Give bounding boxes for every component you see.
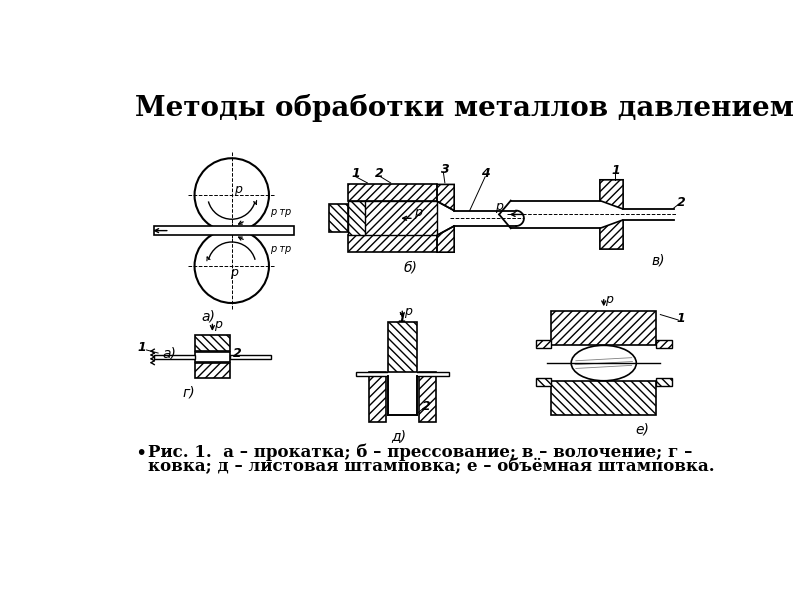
Bar [230, 355, 270, 359]
Bar [657, 379, 672, 386]
Text: 1: 1 [138, 341, 146, 354]
Text: 3: 3 [442, 163, 450, 176]
Text: а): а) [163, 346, 177, 360]
Bar [551, 311, 657, 346]
Circle shape [194, 229, 269, 303]
Text: ковка; д – листовая штамповка; е – объёмная штамповка.: ковка; д – листовая штамповка; е – объём… [148, 458, 714, 476]
Text: е): е) [635, 422, 650, 436]
Bar [657, 340, 672, 347]
Text: р: р [214, 318, 222, 331]
Bar [154, 226, 294, 235]
Text: р тр: р тр [270, 207, 292, 217]
Bar [348, 202, 365, 235]
Text: 1: 1 [611, 164, 620, 177]
Bar [356, 372, 449, 376]
Bar [535, 340, 551, 347]
Bar [387, 322, 417, 372]
Text: а): а) [202, 310, 215, 324]
Text: 4: 4 [481, 167, 490, 180]
Polygon shape [437, 184, 454, 211]
Text: p: p [234, 182, 242, 196]
Text: р: р [404, 305, 412, 318]
Text: 2: 2 [422, 400, 430, 413]
Text: p: p [230, 266, 238, 278]
Bar [195, 335, 230, 351]
Bar [329, 205, 348, 232]
Bar [418, 372, 435, 422]
Text: 1: 1 [351, 167, 360, 180]
Bar [154, 355, 195, 359]
Bar [369, 372, 386, 422]
Circle shape [194, 158, 269, 232]
Text: р тр: р тр [270, 244, 292, 254]
Polygon shape [600, 180, 623, 209]
Bar [348, 184, 437, 202]
Text: г): г) [183, 385, 195, 400]
Text: д): д) [391, 429, 406, 443]
Bar [348, 235, 437, 252]
Polygon shape [600, 220, 623, 249]
Text: в): в) [651, 254, 665, 268]
Text: 2: 2 [233, 347, 242, 359]
Text: б): б) [403, 260, 417, 275]
Bar [195, 352, 230, 362]
Bar [535, 379, 551, 386]
Text: •: • [135, 443, 146, 463]
Bar [363, 202, 437, 235]
Text: Рис. 1.  а – прокатка; б – прессование; в – волочение; г –: Рис. 1. а – прокатка; б – прессование; в… [148, 443, 693, 461]
Text: р: р [606, 293, 613, 307]
Text: 1: 1 [677, 312, 686, 325]
Text: Методы обработки металлов давлением: Методы обработки металлов давлением [135, 94, 794, 122]
Text: 1: 1 [398, 312, 406, 325]
Bar [195, 363, 230, 379]
Text: р: р [495, 200, 503, 213]
Bar [387, 361, 417, 415]
Ellipse shape [571, 346, 636, 381]
Bar [551, 381, 657, 415]
Polygon shape [437, 226, 454, 252]
Text: 2: 2 [677, 196, 686, 209]
Text: 2: 2 [374, 167, 383, 180]
Text: р: р [414, 206, 422, 218]
